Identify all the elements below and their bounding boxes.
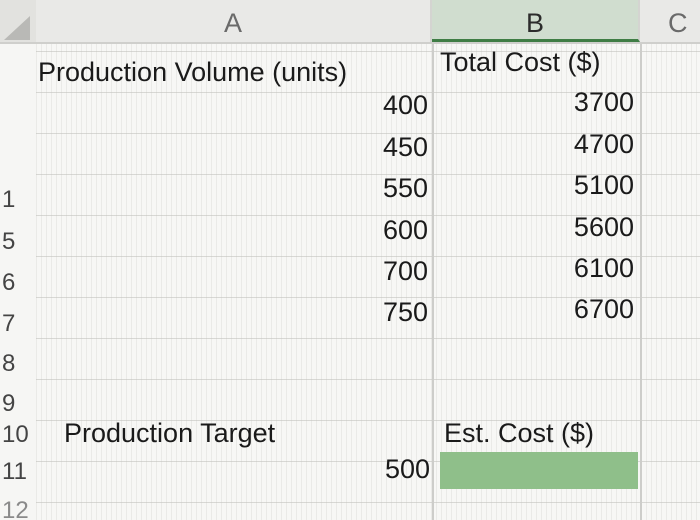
row-header[interactable]: 7 bbox=[2, 310, 16, 337]
select-all-triangle-icon bbox=[4, 16, 30, 40]
column-header-b[interactable]: B bbox=[432, 0, 640, 42]
cell-est-cost-label[interactable]: Est. Cost ($) bbox=[444, 418, 595, 448]
column-divider-a-b bbox=[432, 42, 434, 520]
select-all-button[interactable] bbox=[0, 0, 36, 42]
column-header-a[interactable]: A bbox=[36, 0, 432, 42]
column-header-row: A B C bbox=[0, 0, 700, 44]
cell-cost[interactable]: 6700 bbox=[573, 294, 634, 324]
cell-cost[interactable]: 3700 bbox=[573, 87, 634, 117]
cell-volume[interactable]: 550 bbox=[382, 173, 428, 203]
row-header[interactable]: 1 bbox=[2, 186, 16, 213]
cell-volume[interactable]: 700 bbox=[382, 256, 428, 286]
cell-est-cost-value[interactable] bbox=[440, 452, 638, 489]
row-header[interactable]: 11 bbox=[2, 458, 27, 485]
cell-b1-total-cost-header[interactable]: Total Cost ($) bbox=[440, 47, 601, 77]
row-header[interactable]: 9 bbox=[2, 390, 16, 417]
column-divider-b-c bbox=[640, 42, 642, 520]
cell-cost[interactable]: 5600 bbox=[573, 212, 634, 242]
cell-volume[interactable]: 400 bbox=[382, 90, 428, 120]
row-header[interactable]: 6 bbox=[2, 269, 16, 296]
cell-cost[interactable]: 4700 bbox=[573, 129, 634, 159]
row-header[interactable]: 12 bbox=[2, 497, 29, 520]
row-header[interactable]: 8 bbox=[2, 350, 16, 377]
row-header[interactable]: 10 bbox=[2, 421, 29, 448]
cell-cost[interactable]: 6100 bbox=[573, 253, 634, 283]
cell-volume[interactable]: 600 bbox=[382, 215, 428, 245]
cell-cost[interactable]: 5100 bbox=[573, 170, 634, 200]
cell-a1-production-volume-header[interactable]: Production Volume (units) bbox=[38, 57, 348, 87]
row-header[interactable]: 5 bbox=[2, 228, 16, 255]
cell-grid[interactable] bbox=[36, 42, 700, 520]
cell-production-target-value[interactable]: 500 bbox=[384, 454, 430, 484]
cell-volume[interactable]: 750 bbox=[382, 297, 428, 327]
cell-production-target-label[interactable]: Production Target bbox=[64, 418, 276, 448]
column-header-c[interactable]: C bbox=[668, 8, 688, 38]
cell-volume[interactable]: 450 bbox=[382, 132, 428, 162]
